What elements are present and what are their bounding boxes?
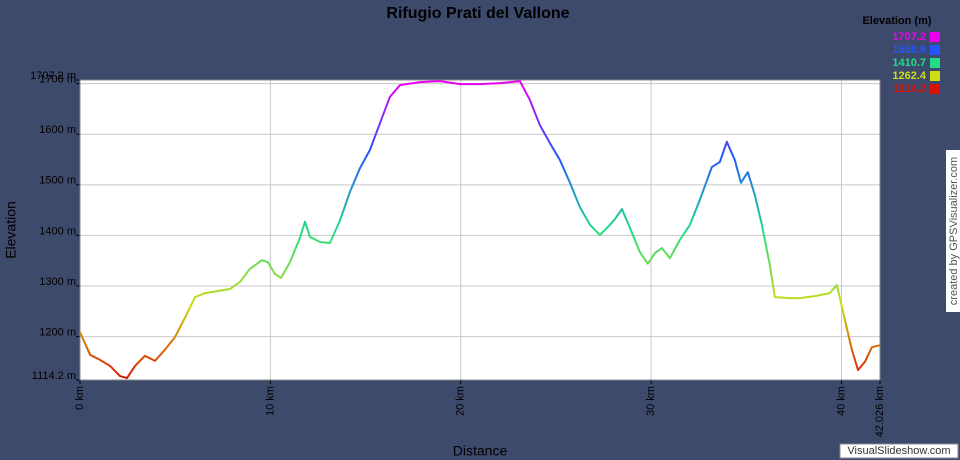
y-tick-label: 1707.2 m <box>30 70 76 82</box>
legend-swatch <box>930 32 940 42</box>
legend-title: Elevation (m) <box>862 15 931 27</box>
legend-label: 1558.9 <box>892 44 926 56</box>
legend-swatch <box>930 45 940 55</box>
legend-label: 1410.7 <box>892 57 926 69</box>
y-tick-label: 1200 m <box>39 326 76 338</box>
credit: created by GPSVisualizer.com <box>948 157 960 305</box>
x-tick-label: 42.026 km <box>874 386 886 437</box>
watermark-box <box>839 443 959 459</box>
y-tick-label: 1600 m <box>39 124 76 136</box>
chart-title: Rifugio Prati del Vallone <box>386 5 569 22</box>
plot-border <box>79 79 881 381</box>
credit-box <box>946 150 960 312</box>
legend-label: 1262.4 <box>892 70 927 82</box>
x-tick-label: 0 km <box>74 386 86 410</box>
x-tick-label: 40 km <box>835 386 847 416</box>
y-tick-label: 1300 m <box>39 276 76 288</box>
x-tick-label: 20 km <box>455 386 467 416</box>
x-tick-label: 30 km <box>645 386 657 416</box>
y-tick-label: 1500 m <box>39 175 76 187</box>
legend-swatch <box>930 84 940 94</box>
legend-label: 1114.2 <box>894 83 926 95</box>
y-axis-label: Elevation <box>3 201 19 259</box>
legend-swatch <box>930 58 940 68</box>
legend-label: 1707.2 <box>892 31 926 43</box>
legend-swatch <box>930 71 940 81</box>
y-tick-label: 1700 m <box>39 74 76 86</box>
watermark: VisualSlideshow.com <box>847 445 950 457</box>
y-tick-label: 1400 m <box>39 225 76 237</box>
y-tick-label: 1114.2 m <box>32 370 76 382</box>
elevation-line <box>79 80 881 380</box>
x-tick-label: 10 km <box>264 386 276 416</box>
x-axis-label: Distance <box>453 443 508 459</box>
plot-area <box>80 80 880 380</box>
